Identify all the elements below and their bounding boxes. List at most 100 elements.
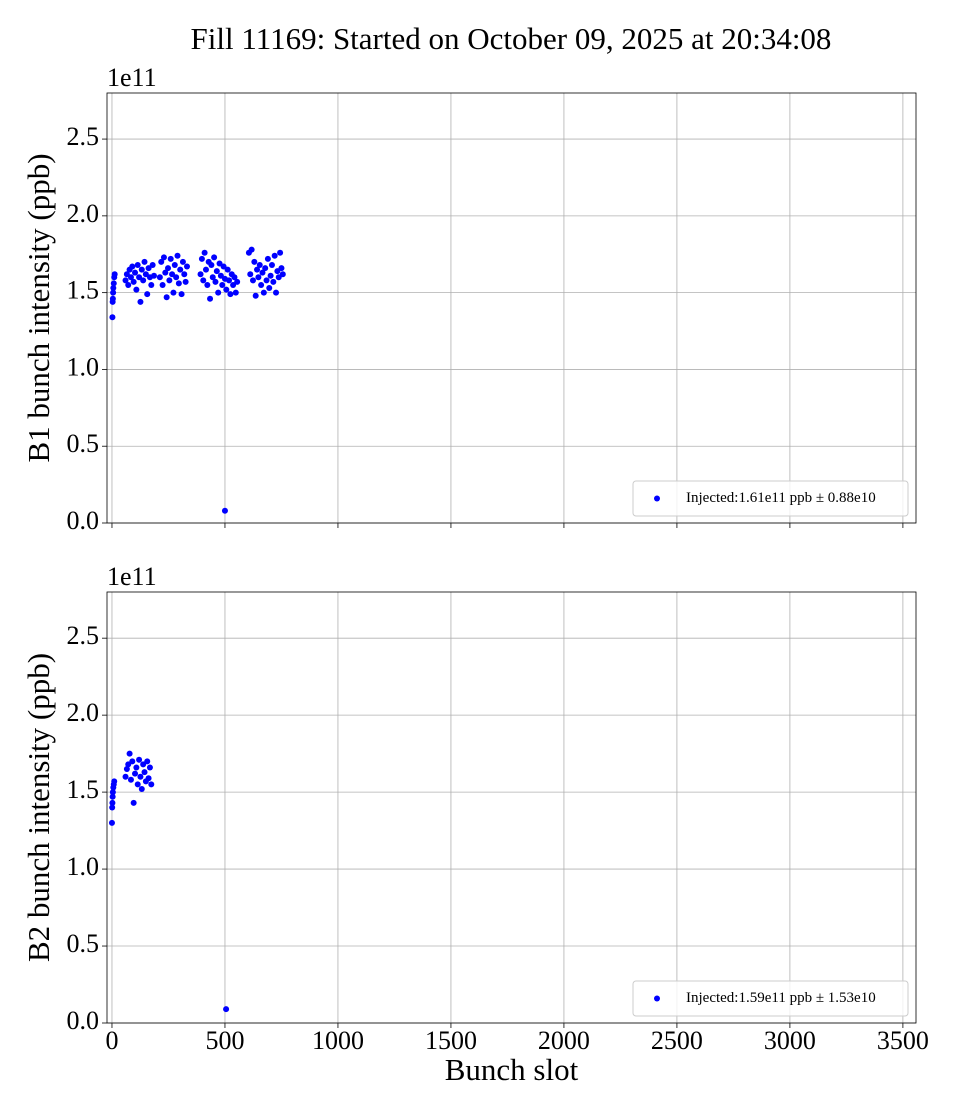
offset-label: 1e11 bbox=[107, 562, 157, 591]
data-point bbox=[125, 761, 132, 768]
data-point bbox=[249, 277, 256, 284]
data-point bbox=[123, 271, 130, 278]
data-point bbox=[255, 274, 262, 281]
axes-frame bbox=[106, 92, 917, 524]
data-point bbox=[151, 272, 158, 279]
data-point bbox=[133, 764, 140, 771]
data-point bbox=[122, 773, 129, 780]
y-tick-label: 2.5 bbox=[67, 122, 100, 151]
data-point bbox=[252, 292, 259, 299]
data-point bbox=[137, 773, 144, 780]
x-tick-label: 1500 bbox=[425, 1026, 477, 1055]
data-point bbox=[200, 277, 207, 284]
data-point bbox=[202, 266, 209, 273]
x-tick-label: 2000 bbox=[538, 1026, 590, 1055]
data-point bbox=[270, 278, 277, 285]
data-point bbox=[138, 786, 145, 793]
data-point bbox=[219, 281, 226, 288]
data-point bbox=[177, 266, 184, 273]
y-tick-label: 0.5 bbox=[67, 929, 100, 958]
data-point bbox=[129, 758, 136, 765]
data-point bbox=[207, 295, 214, 302]
data-point bbox=[127, 776, 134, 783]
data-point bbox=[254, 266, 261, 273]
x-tick-label: 1000 bbox=[312, 1026, 364, 1055]
data-point bbox=[227, 291, 234, 298]
data-point bbox=[145, 775, 152, 782]
figure-title: Fill 11169: Started on October 09, 2025 … bbox=[191, 21, 832, 56]
data-point bbox=[156, 274, 163, 281]
data-point bbox=[132, 770, 139, 777]
data-point bbox=[231, 274, 238, 281]
y-axis-label: B1 bunch intensity (ppb) bbox=[21, 153, 56, 462]
data-point bbox=[279, 271, 286, 278]
data-point bbox=[230, 281, 237, 288]
data-point bbox=[271, 252, 278, 259]
data-point bbox=[130, 799, 137, 806]
data-point bbox=[129, 263, 136, 270]
data-point bbox=[109, 295, 116, 302]
data-point bbox=[122, 277, 129, 284]
offset-label: 1e11 bbox=[107, 63, 157, 92]
y-tick-label: 1.0 bbox=[67, 852, 100, 881]
data-point bbox=[174, 252, 181, 259]
x-axis-label: Bunch slot bbox=[445, 1052, 579, 1087]
data-point bbox=[141, 769, 148, 776]
y-tick-label: 2.0 bbox=[67, 698, 100, 727]
data-point bbox=[182, 278, 189, 285]
data-point bbox=[144, 291, 151, 298]
y-tick-label: 1.5 bbox=[67, 276, 100, 305]
data-point bbox=[148, 781, 155, 788]
data-point bbox=[224, 266, 231, 273]
data-point bbox=[223, 286, 230, 293]
data-point bbox=[141, 258, 148, 265]
data-point bbox=[251, 258, 258, 265]
y-tick-label: 1.5 bbox=[67, 775, 100, 804]
data-point bbox=[109, 314, 116, 321]
data-point bbox=[170, 289, 177, 296]
data-point bbox=[204, 281, 211, 288]
data-point bbox=[109, 793, 116, 800]
data-point bbox=[142, 271, 149, 278]
data-point bbox=[144, 758, 151, 765]
data-point bbox=[140, 277, 147, 284]
data-point bbox=[247, 271, 254, 278]
x-tick-label: 2500 bbox=[651, 1026, 703, 1055]
x-tick-label: 500 bbox=[205, 1026, 244, 1055]
y-tick-label: 0.5 bbox=[67, 429, 100, 458]
data-point bbox=[259, 269, 266, 276]
data-point bbox=[248, 246, 255, 253]
x-tick-label: 3500 bbox=[877, 1026, 929, 1055]
data-point bbox=[226, 277, 233, 284]
y-tick-label: 1.0 bbox=[67, 352, 100, 381]
data-point bbox=[160, 254, 167, 261]
data-point bbox=[262, 265, 269, 272]
data-point bbox=[109, 789, 116, 796]
data-point bbox=[277, 249, 284, 256]
data-point bbox=[149, 262, 156, 268]
data-point bbox=[260, 289, 267, 296]
y-tick-label: 0.0 bbox=[67, 506, 100, 535]
data-point bbox=[197, 271, 204, 278]
data-point bbox=[145, 265, 152, 272]
y-axis-label: B2 bunch intensity (ppb) bbox=[21, 653, 56, 962]
legend: Injected:1.61e11 ppb ± 0.88e10 bbox=[632, 480, 909, 517]
data-point bbox=[268, 262, 275, 268]
data-point bbox=[126, 750, 133, 757]
data-point bbox=[221, 507, 228, 514]
data-point bbox=[110, 289, 117, 296]
data-point bbox=[198, 255, 205, 262]
data-point bbox=[181, 271, 188, 278]
data-point bbox=[127, 274, 134, 281]
data-point bbox=[209, 274, 216, 281]
data-point bbox=[130, 278, 137, 285]
data-point bbox=[266, 285, 273, 292]
data-point bbox=[165, 265, 172, 272]
data-point bbox=[171, 262, 178, 268]
data-point bbox=[134, 781, 141, 788]
data-point bbox=[146, 764, 153, 771]
data-point bbox=[125, 281, 132, 288]
data-point bbox=[213, 268, 220, 275]
data-point bbox=[166, 277, 173, 284]
data-point bbox=[123, 766, 130, 773]
